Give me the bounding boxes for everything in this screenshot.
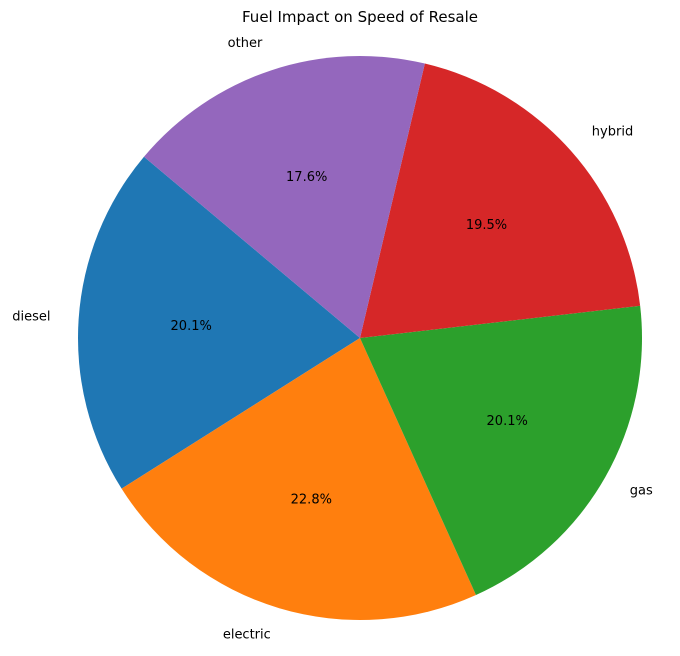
- pie-slice-hybrid: [360, 63, 641, 339]
- pie-value-label-diesel: 20.1%: [171, 319, 212, 334]
- pie-category-label-other: other: [228, 36, 263, 51]
- pie-value-label-gas: 20.1%: [487, 414, 528, 429]
- pie-value-label-other: 17.6%: [286, 170, 327, 185]
- chart-title: Fuel Impact on Speed of Resale: [242, 8, 478, 26]
- pie-value-label-hybrid: 19.5%: [466, 218, 507, 233]
- pie-category-label-electric: electric: [223, 628, 271, 643]
- pie-category-label-diesel: diesel: [12, 310, 50, 325]
- pie-category-label-hybrid: hybrid: [592, 124, 633, 139]
- pie-slice-electric: [121, 338, 476, 620]
- pie-slice-diesel: [77, 156, 360, 489]
- pie-slice-other: [143, 56, 425, 339]
- pie-labels: 20.1% diesel 22.8% electric 20.1% gas 19.5% hyb…: [12, 36, 653, 643]
- pie-slices: [77, 56, 643, 620]
- pie-category-label-gas: gas: [630, 484, 653, 499]
- pie-slice-gas: [360, 305, 643, 596]
- pie-value-label-electric: 22.8%: [291, 493, 332, 508]
